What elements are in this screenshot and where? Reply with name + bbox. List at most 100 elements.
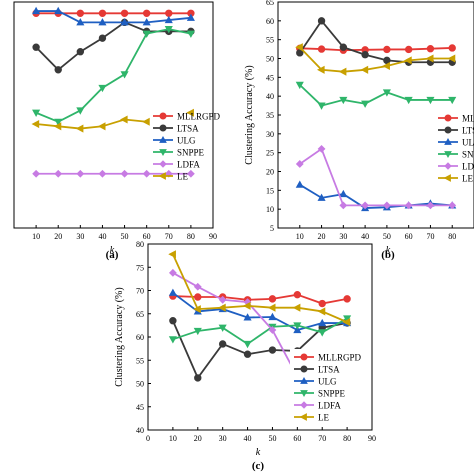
point-snppe — [404, 96, 413, 105]
legend-marker — [444, 114, 452, 122]
point-ldfa — [218, 295, 227, 304]
legend-marker — [159, 112, 167, 120]
point-ulg — [142, 18, 151, 26]
y-tick-label: 65 — [266, 0, 274, 7]
legend-label: SNPPE — [177, 148, 205, 158]
legend-marker — [159, 124, 167, 132]
point-le — [338, 67, 347, 76]
x-tick-label: 90 — [368, 434, 376, 443]
series-group — [295, 17, 457, 212]
plot-frame — [13, 1, 214, 229]
point-snppe — [426, 96, 435, 105]
point-ltsa — [98, 34, 107, 42]
plot-frame — [277, 1, 474, 229]
x-tick-label: 10 — [296, 232, 304, 241]
point-ltsa — [339, 43, 348, 51]
point-ulg — [339, 189, 348, 198]
legend-label: SNPPE — [462, 150, 474, 160]
point-le — [31, 120, 40, 129]
point-snppe — [76, 107, 85, 115]
x-tick-label: 40 — [244, 434, 252, 443]
series-line-ulg — [36, 10, 191, 24]
point-snppe — [243, 340, 252, 349]
point-le — [186, 108, 194, 117]
point-ldfa — [98, 169, 107, 178]
y-tick-label: 40 — [266, 92, 274, 101]
y-tick-label: 35 — [266, 111, 274, 120]
panel-c: 0 10 20 30 40 50 60 70 80 90 40 45 50 55 60 65 70 75 80 k Cl… — [114, 240, 376, 458]
legend: MLLRGPD LTSA ULG SNPPE LDFA LE — [438, 114, 474, 184]
y-tick-label: 5 — [270, 224, 274, 233]
x-tick-label: 90 — [209, 232, 217, 241]
point-ldfa — [448, 201, 457, 210]
point-le — [267, 303, 276, 312]
point-le — [168, 250, 176, 259]
x-tick-label: 80 — [187, 232, 195, 241]
point-ulg — [54, 6, 63, 15]
legend-label: ULG — [462, 138, 474, 148]
point-ldfa — [382, 201, 391, 210]
point-ltsa — [268, 346, 277, 354]
y-tick-label: 20 — [266, 168, 274, 177]
x-tick-label: 10 — [32, 232, 40, 241]
point-snppe — [343, 315, 352, 323]
legend-marker — [300, 390, 308, 398]
point-ltsa — [218, 340, 227, 348]
point-mllrgpd — [98, 9, 107, 18]
series-line-ldfa — [172, 272, 299, 377]
y-axis-label: Clustering Accuracy (%) — [114, 287, 125, 386]
point-le — [447, 54, 456, 63]
x-tick-label: 80 — [343, 434, 351, 443]
panel-b: 10 20 30 40 50 60 70 80 5 10 15 20 25 30 35 40 45 50 55 60 6… — [244, 0, 474, 256]
point-ltsa — [361, 51, 369, 59]
point-ltsa — [296, 49, 304, 57]
legend-label: MLLRGPD — [318, 353, 362, 363]
legend-label: LDFA — [177, 160, 200, 170]
legend-marker — [300, 376, 308, 384]
point-mllrgpd — [293, 290, 302, 299]
point-snppe — [193, 327, 202, 336]
point-snppe — [317, 102, 326, 110]
point-le — [97, 122, 106, 131]
point-ltsa — [194, 374, 202, 382]
point-mllrgpd — [120, 9, 129, 18]
point-ldfa — [317, 144, 326, 153]
x-tick-label: 60 — [143, 232, 151, 241]
legend-label: LE — [462, 174, 473, 184]
point-le — [242, 301, 251, 310]
x-tick-label: 40 — [98, 232, 106, 241]
point-ltsa — [317, 17, 326, 25]
point-le — [142, 117, 150, 126]
point-le — [425, 54, 434, 63]
legend-label: LE — [177, 172, 188, 182]
legend: MLLRGPD LTSA ULG SNPPE LDFA LE — [153, 112, 221, 182]
point-ulg — [120, 18, 129, 26]
point-ulg — [293, 325, 302, 334]
x-tick-label: 0 — [146, 434, 150, 443]
point-ldfa — [186, 169, 195, 178]
point-snppe — [142, 30, 151, 38]
point-ulg — [295, 180, 304, 188]
point-ldfa — [54, 169, 63, 178]
y-tick-label: 15 — [266, 186, 274, 195]
series-line-snppe — [35, 28, 192, 123]
point-le — [295, 43, 303, 52]
point-le — [404, 56, 412, 65]
point-le — [342, 318, 351, 327]
legend-label: ULG — [177, 136, 196, 146]
y-tick-label: 50 — [266, 55, 274, 64]
point-mllrgpd — [165, 9, 173, 18]
point-ltsa — [76, 48, 85, 56]
point-le — [119, 115, 128, 124]
point-mllrgpd — [194, 293, 202, 301]
series-line-ltsa — [299, 19, 453, 64]
y-tick-label: 55 — [136, 356, 144, 365]
y-tick-label: 60 — [136, 333, 144, 342]
point-snppe — [98, 84, 107, 93]
y-tick-label: 45 — [266, 73, 274, 82]
point-snppe — [382, 89, 391, 97]
point-ltsa — [243, 350, 252, 358]
point-ldfa — [76, 169, 85, 178]
x-tick-label: 50 — [268, 434, 276, 443]
y-tick-label: 80 — [136, 240, 144, 249]
